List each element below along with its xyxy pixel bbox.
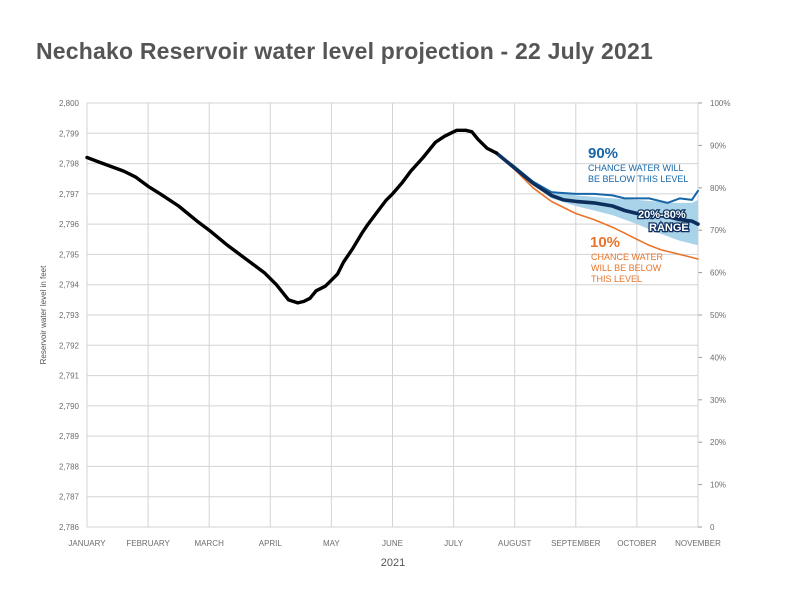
chart-title: Nechako Reservoir water level projection… [36, 38, 653, 64]
x-tick-label: MARCH [195, 539, 225, 548]
series-lines [85, 128, 700, 305]
y-tick-label: 2,792 [59, 341, 80, 350]
x-tick-label: FEBRUARY [126, 539, 170, 548]
x-tick-label: JULY [444, 539, 464, 548]
y2-tick-label: 70% [710, 226, 726, 235]
y2-tick-label: 10% [710, 481, 726, 490]
median-series-line [494, 151, 700, 226]
y2-tick-label: 50% [710, 311, 726, 320]
y-axis-label: Reservoir water level in feet [39, 265, 48, 364]
axis-ticks: 2,786 2,787 2,788 2,789 2,790 2,791 2,792 2,793… [59, 99, 731, 548]
x-axis-label: 2021 [381, 557, 405, 569]
y-tick-label: 2,786 [59, 523, 80, 532]
p90-desc-line2: BE BELOW THIS LEVEL [588, 174, 688, 184]
range-band [496, 153, 698, 246]
x-tick-label: APRIL [259, 539, 283, 548]
y-tick-label: 2,794 [59, 281, 80, 290]
p10-label: 10% [590, 234, 620, 251]
p90-label: 90% [588, 145, 618, 162]
y-tick-label: 2,795 [59, 250, 80, 259]
y2-tick-label: 20% [710, 438, 726, 447]
y2-tick-label: 60% [710, 269, 726, 278]
y-tick-label: 2,796 [59, 220, 80, 229]
y-tick-label: 2,789 [59, 432, 80, 441]
y2-tick-label: 30% [710, 396, 726, 405]
p90-desc-line1: CHANCE WATER WILL [588, 163, 684, 173]
p10-desc-line1: CHANCE WATER [591, 252, 664, 262]
x-tick-label: NOVEMBER [675, 539, 721, 548]
p10-desc-line3: THIS LEVEL [591, 274, 642, 284]
range-band-area [496, 153, 698, 246]
y-tick-label: 2,799 [59, 129, 80, 138]
y-tick-label: 2,793 [59, 311, 80, 320]
x-tick-label: JUNE [382, 539, 403, 548]
y-tick-label: 2,788 [59, 462, 80, 471]
y-tick-label: 2,800 [59, 99, 80, 108]
range-label-line2: RANGE [649, 222, 689, 234]
x-tick-label: AUGUST [498, 539, 531, 548]
annotations: 90% CHANCE WATER WILL BE BELOW THIS LEVE… [588, 145, 690, 284]
p10-series-line [495, 152, 699, 260]
x-tick-label: MAY [323, 539, 340, 548]
y2-tick-label: 100% [710, 99, 730, 108]
y-tick-label: 2,787 [59, 493, 80, 502]
p10-desc-line2: WILL BE BELOW [591, 263, 662, 273]
y2-tick-label: 80% [710, 184, 726, 193]
y2-tick-label: 0 [710, 523, 715, 532]
x-tick-label: SEPTEMBER [551, 539, 601, 548]
y2-tick-label: 90% [710, 141, 726, 150]
grid-lines [86, 102, 702, 528]
observed-series-line [85, 128, 499, 305]
y2-tick-label: 40% [710, 353, 726, 362]
y-tick-label: 2,791 [59, 372, 80, 381]
x-tick-label: OCTOBER [617, 539, 657, 548]
y-tick-label: 2,797 [59, 190, 80, 199]
x-tick-label: JANUARY [68, 539, 106, 548]
range-label-line1: 20%-80% [638, 209, 686, 221]
y-tick-label: 2,790 [59, 402, 80, 411]
y-tick-label: 2,798 [59, 160, 80, 169]
